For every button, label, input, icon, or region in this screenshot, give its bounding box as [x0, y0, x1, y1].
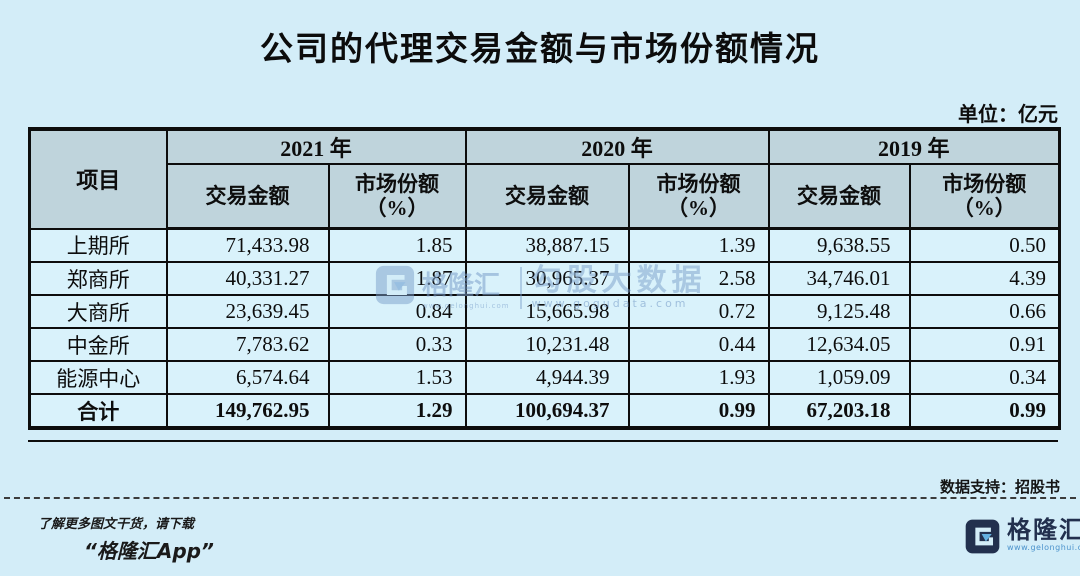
table-row-shqh: 上期所 71,433.98 1.85 38,887.15 1.39 9,638.…	[28, 227, 1061, 263]
row-item-label: 大商所	[28, 294, 168, 329]
footer-dashed-divider	[4, 497, 1076, 499]
amount-2020: 10,231.48	[464, 327, 630, 362]
footer-promo-text: 了解更多图文干货，请下载	[38, 517, 195, 532]
share-2020: 0.72	[627, 294, 770, 329]
gelonghui-logo: 格隆汇 www.gelonghui.com	[964, 518, 1080, 560]
col-header-amount-2019: 交易金额	[767, 163, 911, 230]
share-2021: 1.87	[327, 261, 467, 296]
col-header-item: 项目	[28, 128, 168, 230]
amount-2021: 40,331.27	[165, 261, 330, 296]
share-2020: 1.93	[627, 360, 770, 395]
share-header-line2: （%）	[667, 196, 731, 220]
table-row-dsq: 大商所 23,639.45 0.84 15,665.98 0.72 9,125.…	[28, 294, 1061, 329]
amount-2020: 38,887.15	[464, 227, 630, 263]
share-2019: 0.66	[908, 294, 1061, 329]
amount-2020: 15,665.98	[464, 294, 630, 329]
share-2019: 0.34	[908, 360, 1061, 395]
amount-2021: 71,433.98	[165, 227, 330, 263]
data-source-note: 数据支持：招股书	[939, 478, 1060, 496]
trading-volume-table: 项目 2021 年 2020 年 2019 年 交易金额 市场份额 （%） 交易…	[28, 127, 1062, 430]
table-header-sub-row: 交易金额 市场份额 （%） 交易金额 市场份额 （%） 交易金额 市场份额 （%…	[30, 163, 1061, 230]
share-2020: 0.44	[627, 327, 770, 362]
gelonghui-logo-url: www.gelonghui.com	[1007, 543, 1080, 552]
share-header-line1: 市场份额	[942, 171, 1027, 196]
amount-2021: 7,783.62	[165, 327, 330, 362]
footer-app-name: “格隆汇App”	[84, 539, 214, 563]
col-header-share-2019: 市场份额 （%）	[908, 163, 1061, 230]
share-2019: 0.99	[908, 393, 1061, 429]
amount-2020: 30,965.37	[464, 261, 630, 296]
amount-2019: 9,125.48	[767, 294, 911, 329]
share-2021: 1.85	[327, 227, 467, 263]
amount-2019: 9,638.55	[767, 227, 911, 263]
share-2021: 1.53	[327, 360, 467, 395]
table-row-zjs: 中金所 7,783.62 0.33 10,231.48 0.44 12,634.…	[28, 327, 1061, 362]
table-row-nyzx: 能源中心 6,574.64 1.53 4,944.39 1.93 1,059.0…	[28, 360, 1061, 395]
amount-2021: 6,574.64	[165, 360, 330, 395]
share-header-line2: （%）	[365, 196, 429, 220]
row-item-label: 能源中心	[28, 360, 168, 395]
amount-2021: 149,762.95	[165, 393, 330, 429]
table-row-total: 合计 149,762.95 1.29 100,694.37 0.99 67,20…	[28, 393, 1061, 429]
row-item-label: 中金所	[28, 327, 168, 362]
table-header-years-row: 项目 2021 年 2020 年 2019 年	[28, 128, 1061, 230]
share-2019: 0.50	[908, 227, 1061, 263]
share-2021: 0.84	[327, 294, 467, 329]
amount-2020: 4,944.39	[464, 360, 630, 395]
share-header-line1: 市场份额	[355, 171, 439, 196]
col-header-share-2021: 市场份额 （%）	[327, 163, 467, 230]
amount-2019: 12,634.05	[767, 327, 911, 362]
share-2020: 1.39	[627, 227, 770, 263]
table-row-zzsq: 郑商所 40,331.27 1.87 30,965.37 2.58 34,746…	[28, 261, 1061, 296]
share-2021: 0.33	[327, 327, 467, 362]
col-header-amount-2021: 交易金额	[165, 163, 330, 230]
row-item-label: 上期所	[28, 227, 168, 263]
page-title: 公司的代理交易金额与市场份额情况	[260, 29, 820, 68]
amount-2019: 34,746.01	[767, 261, 911, 296]
amount-2019: 67,203.18	[767, 393, 911, 429]
row-item-label: 合计	[28, 393, 168, 429]
share-2020: 0.99	[627, 393, 770, 429]
year-header-2019: 2019 年	[767, 128, 1061, 165]
gelonghui-logo-text: 格隆汇	[1007, 516, 1080, 544]
gelonghui-logo-icon	[964, 518, 1001, 560]
share-header-line1: 市场份额	[656, 171, 741, 196]
share-header-line2: （%）	[952, 196, 1016, 220]
amount-2020: 100,694.37	[464, 393, 630, 429]
table-bottom-double-rule	[28, 440, 1058, 442]
amount-2021: 23,639.45	[165, 294, 330, 329]
amount-2019: 1,059.09	[767, 360, 911, 395]
unit-note: 单位：亿元	[958, 104, 1058, 126]
row-item-label: 郑商所	[28, 261, 168, 296]
year-header-2021: 2021 年	[165, 128, 467, 165]
share-2019: 4.39	[908, 261, 1061, 296]
col-header-share-2020: 市场份额 （%）	[627, 163, 770, 230]
share-2020: 2.58	[627, 261, 770, 296]
col-header-amount-2020: 交易金额	[464, 163, 630, 230]
share-2019: 0.91	[908, 327, 1061, 362]
share-2021: 1.29	[327, 393, 467, 429]
year-header-2020: 2020 年	[464, 128, 770, 165]
